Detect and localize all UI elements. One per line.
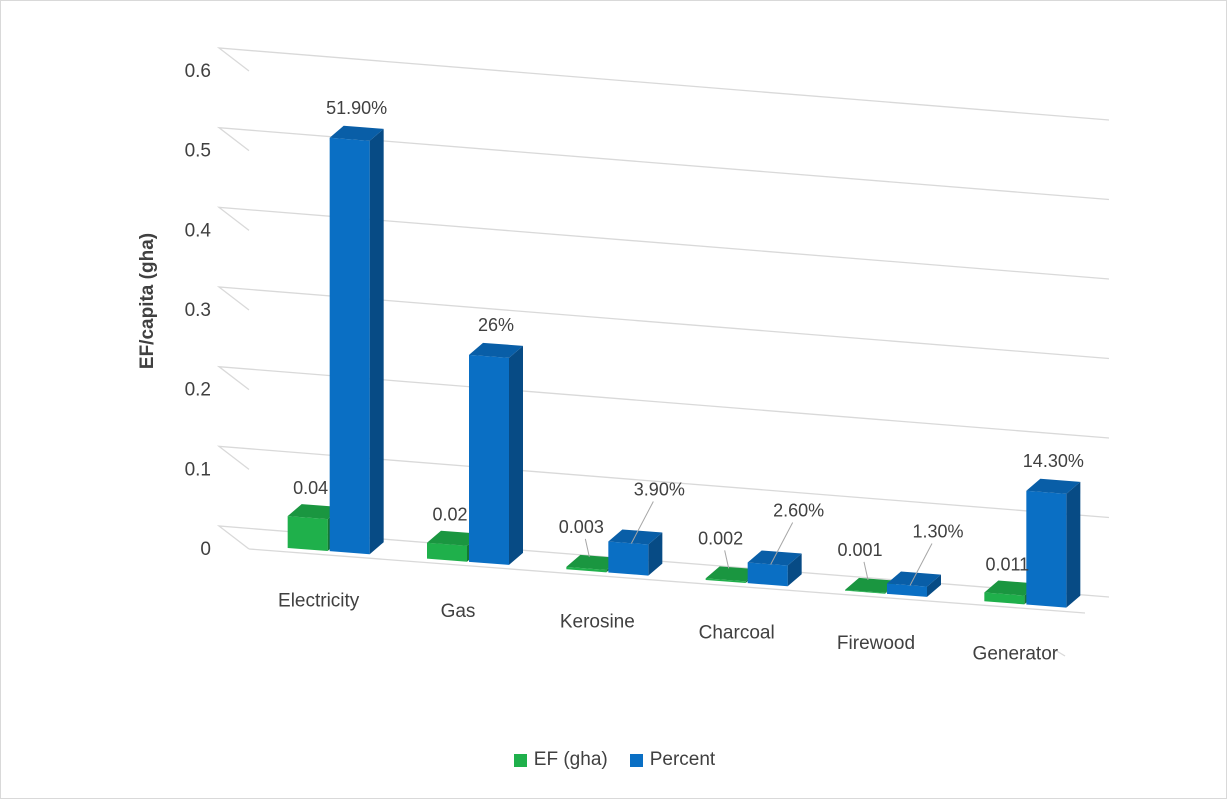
- data-label-ef: 0.001: [837, 540, 882, 560]
- legend-label-percent: Percent: [649, 749, 716, 770]
- bar-percent-generator-top: [1026, 478, 1081, 494]
- bar-percent-electricity: [329, 125, 384, 555]
- bar-ef-firewood-front: [845, 589, 885, 594]
- bars: [287, 125, 1081, 608]
- y-axis-title: EF/capita (gha): [137, 233, 158, 369]
- y-tick-label: 0.2: [185, 380, 211, 401]
- data-label-percent: 2.60%: [773, 500, 824, 520]
- data-label-ef: 0.04: [293, 478, 328, 498]
- bar-percent-kerosine-side: [648, 532, 663, 576]
- bar-percent-gas-side: [509, 345, 523, 565]
- gridlines: [216, 47, 1110, 657]
- x-category-label: Gas: [441, 601, 476, 622]
- bar-percent-kerosine-top: [608, 529, 663, 545]
- leader-line: [770, 522, 794, 565]
- bar-percent-kerosine-front: [608, 541, 649, 576]
- bar-percent-firewood-side: [927, 574, 941, 597]
- data-label-percent: 14.30%: [1023, 451, 1084, 471]
- bar-ef-electricity-front: [287, 516, 328, 552]
- legend-item-percent: Percent: [629, 749, 716, 771]
- legend-item-ef: EF (gha): [513, 749, 608, 771]
- data-label-ef: 0.02: [432, 505, 467, 525]
- y-tick-label: 0.1: [185, 459, 211, 480]
- leader-line: [863, 561, 869, 580]
- x-category-label: Electricity: [278, 590, 360, 611]
- leader-line: [909, 543, 933, 586]
- data-label-percent: 1.30%: [912, 522, 963, 542]
- bar-percent-gas-top: [469, 342, 523, 358]
- bar-percent-charcoal: [747, 550, 802, 587]
- bar-percent-electricity-top: [329, 125, 384, 141]
- gridline: [216, 365, 1110, 439]
- bar-percent-charcoal-top: [747, 550, 802, 566]
- legend-swatch-percent: [629, 753, 643, 767]
- leader-line: [630, 501, 654, 544]
- data-label-percent: 26%: [478, 315, 514, 335]
- x-category-label: Charcoal: [699, 622, 775, 643]
- legend-swatch-ef: [513, 753, 527, 767]
- bar-percent-kerosine: [608, 529, 663, 576]
- bar-percent-gas-front: [469, 354, 509, 565]
- legend-label-ef: EF (gha): [533, 749, 608, 770]
- leader-line: [724, 550, 730, 569]
- bar-percent-charcoal-side: [787, 553, 802, 587]
- gridline: [216, 126, 1110, 201]
- y-tick-label: 0.3: [185, 300, 211, 321]
- bar-percent-firewood: [887, 571, 941, 597]
- y-tick-label: 0.6: [185, 61, 211, 82]
- legend: EF (gha) Percent: [1, 749, 1227, 771]
- gridline: [216, 525, 1110, 598]
- gridline: [216, 47, 1110, 121]
- bar-percent-generator-side: [1066, 481, 1081, 608]
- bar-percent-firewood-top: [887, 571, 941, 587]
- gridline: [216, 206, 1110, 280]
- x-axis-categories: Electricity Gas Kerosine Charcoal Firewood Ge…: [278, 590, 1059, 664]
- bar-percent-charcoal-front: [747, 562, 788, 587]
- data-label-ef: 0.002: [698, 528, 743, 548]
- floor-edge: [248, 548, 1086, 614]
- y-tick-label: 0: [200, 539, 211, 560]
- gridline: [216, 445, 1110, 519]
- x-category-label: Kerosine: [560, 612, 635, 633]
- bar-ef-kerosine-front: [566, 566, 607, 573]
- y-axis-ticks: 0 0.1 0.2 0.3 0.4 0.5 0.6: [185, 61, 212, 560]
- data-label-percent: 51.90%: [326, 98, 387, 118]
- floor-tick: [1054, 649, 1066, 657]
- leader-line: [584, 538, 590, 558]
- bar-ef-firewood-top: [845, 577, 899, 593]
- bar-percent-firewood-front: [887, 583, 927, 597]
- bar-ef-generator-front: [984, 592, 1025, 605]
- bar-ef-gas-front: [427, 542, 467, 562]
- bar-ef-charcoal-front: [705, 578, 746, 584]
- bar-ef-electricity-top: [287, 504, 342, 520]
- bar-ef-generator-top: [984, 580, 1039, 596]
- bar-ef-gas-top: [427, 530, 481, 546]
- x-category-label: Generator: [973, 644, 1059, 665]
- data-label-ef: 0.003: [559, 517, 604, 537]
- data-label-ef: 0.011: [985, 555, 1029, 575]
- x-category-label: Firewood: [837, 633, 915, 654]
- bar-percent-gas: [469, 342, 523, 565]
- bar-ef-kerosine-top: [566, 554, 621, 570]
- y-tick-label: 0.5: [185, 141, 211, 162]
- y-tick-label: 0.4: [185, 220, 212, 241]
- data-labels: 0.04 51.90% 0.02 26% 0.003 3.90% 0.002 2.60% 0.0…: [293, 98, 1084, 586]
- data-label-percent: 3.90%: [634, 479, 685, 499]
- bar-percent-generator: [1026, 478, 1081, 608]
- bar-percent-electricity-side: [369, 128, 384, 555]
- bar-ef-charcoal-top: [705, 566, 760, 582]
- bar-percent-electricity-front: [329, 137, 370, 555]
- gridline: [216, 286, 1110, 360]
- bar-percent-generator-front: [1026, 490, 1067, 608]
